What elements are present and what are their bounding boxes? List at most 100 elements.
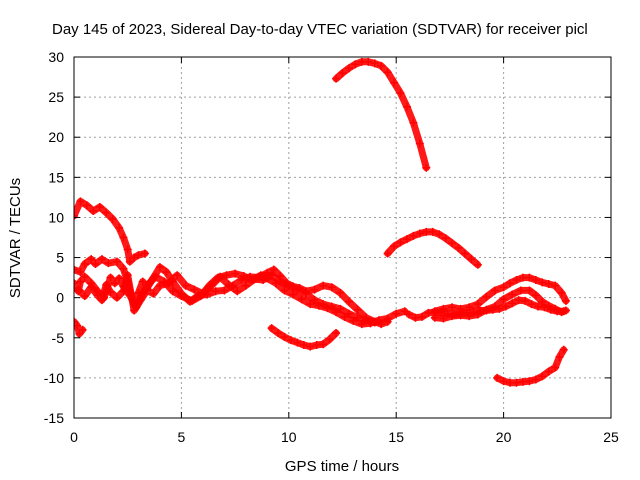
data-point <box>557 308 566 317</box>
data-point <box>430 313 439 322</box>
series-layer <box>74 57 570 387</box>
data-point <box>491 302 500 311</box>
data-point <box>465 312 474 321</box>
data-point <box>130 306 139 315</box>
data-point <box>123 271 132 280</box>
data-point <box>241 281 250 290</box>
data-point <box>293 285 302 294</box>
data-point <box>224 280 233 289</box>
data-point <box>233 287 242 296</box>
data-point <box>402 235 411 244</box>
data-point <box>87 255 96 264</box>
x-tick-label: 5 <box>178 429 186 445</box>
y-tick-label: 25 <box>48 89 64 105</box>
data-point <box>119 233 128 242</box>
data-point <box>392 309 401 318</box>
data-point <box>518 377 527 386</box>
data-point <box>482 292 491 301</box>
grid <box>74 57 611 418</box>
data-point <box>544 301 553 310</box>
series-line <box>74 271 379 326</box>
data-point <box>162 267 171 276</box>
series-arc-6 <box>267 324 341 351</box>
data-point <box>143 286 152 295</box>
data-point <box>82 201 91 210</box>
data-point <box>521 296 530 305</box>
data-point <box>102 208 111 217</box>
data-point <box>231 269 240 278</box>
data-point <box>173 271 182 280</box>
data-point <box>531 291 540 300</box>
data-point <box>155 263 164 272</box>
data-point <box>411 313 420 322</box>
data-point <box>508 290 517 299</box>
data-point <box>538 297 547 306</box>
data-point <box>140 249 149 258</box>
data-point <box>259 276 268 285</box>
data-point <box>370 59 379 68</box>
series-line <box>74 255 392 328</box>
data-point <box>448 312 457 321</box>
data-point <box>551 363 560 372</box>
data-point <box>508 299 517 308</box>
data-point <box>383 68 392 77</box>
data-point <box>435 230 444 239</box>
data-point <box>396 89 405 98</box>
data-point <box>409 231 418 240</box>
data-point <box>97 255 106 264</box>
data-point <box>533 302 542 311</box>
data-point <box>102 280 111 289</box>
data-point <box>325 335 334 344</box>
data-point <box>473 260 482 269</box>
series-arc-5 <box>74 271 379 327</box>
data-point <box>75 329 84 338</box>
data-point <box>239 272 248 281</box>
data-point <box>89 207 98 216</box>
data-point <box>499 295 508 304</box>
data-point <box>119 287 128 296</box>
y-tick-label: 30 <box>48 49 64 65</box>
data-point <box>74 265 78 274</box>
data-point <box>110 279 119 288</box>
data-point <box>390 242 399 251</box>
data-point <box>402 102 411 111</box>
data-point <box>74 279 78 288</box>
data-point <box>211 287 220 296</box>
series-arc-7 <box>332 57 431 172</box>
data-point <box>151 272 160 281</box>
data-point <box>207 281 216 290</box>
data-point <box>465 303 474 312</box>
data-point <box>364 57 373 66</box>
data-point <box>473 300 482 309</box>
data-point <box>106 273 115 282</box>
data-point <box>362 316 371 325</box>
tick-labels: 0 5 10 15 20 25 -15 -10 -5 0 5 10 15 20 25 30 <box>44 49 619 445</box>
data-point <box>396 238 405 247</box>
x-tick-label: 15 <box>388 429 404 445</box>
data-point <box>78 325 87 334</box>
data-point <box>168 287 177 296</box>
data-point <box>555 353 564 362</box>
data-point <box>370 318 379 327</box>
data-point <box>299 340 308 349</box>
ticks <box>73 56 612 419</box>
data-point <box>76 267 85 276</box>
data-point <box>222 271 231 280</box>
y-tick-label: -5 <box>52 330 65 346</box>
data-point <box>80 259 89 268</box>
data-point <box>538 278 547 287</box>
data-point <box>112 293 121 302</box>
data-point <box>531 375 540 384</box>
data-point <box>312 340 321 349</box>
data-point <box>123 245 132 254</box>
data-point <box>456 311 465 320</box>
data-point <box>336 304 345 313</box>
data-point <box>424 308 433 317</box>
series-arc-8 <box>383 227 482 269</box>
data-point <box>332 74 341 83</box>
data-point <box>138 277 147 286</box>
data-point <box>491 286 500 295</box>
y-tick-label: -10 <box>44 370 64 386</box>
data-point <box>415 139 424 148</box>
